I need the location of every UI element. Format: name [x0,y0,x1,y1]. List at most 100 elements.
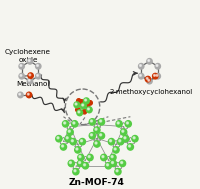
Circle shape [27,59,32,64]
Circle shape [95,141,98,145]
Circle shape [109,140,111,142]
Circle shape [99,134,102,138]
Circle shape [99,134,101,136]
Circle shape [115,121,122,127]
Circle shape [29,74,31,76]
Circle shape [76,99,80,103]
Circle shape [90,120,92,122]
Circle shape [77,154,84,161]
Circle shape [36,74,38,76]
Circle shape [78,162,81,166]
Circle shape [79,156,81,158]
Circle shape [98,132,104,139]
Circle shape [26,92,32,98]
Circle shape [120,161,122,163]
Circle shape [146,59,151,64]
Circle shape [65,137,69,141]
Circle shape [73,122,74,124]
Text: 2-methoxycyclohexanol: 2-methoxycyclohexanol [109,89,192,95]
Circle shape [98,119,104,125]
Circle shape [71,121,77,127]
Circle shape [20,74,22,76]
Circle shape [79,100,83,104]
Circle shape [72,168,79,175]
Circle shape [75,103,77,105]
Circle shape [62,144,65,148]
Circle shape [76,148,78,150]
Circle shape [122,136,128,142]
Circle shape [68,160,74,167]
Circle shape [87,156,90,160]
Circle shape [70,139,76,145]
Circle shape [65,136,71,142]
Circle shape [116,170,117,172]
Circle shape [83,163,87,167]
Circle shape [114,168,120,175]
Circle shape [132,137,135,141]
Circle shape [74,170,76,172]
Circle shape [101,156,103,158]
Circle shape [80,156,83,160]
Circle shape [82,163,88,169]
Circle shape [114,147,117,151]
Circle shape [88,101,92,105]
Circle shape [114,148,116,150]
Circle shape [36,65,38,66]
Circle shape [123,137,125,139]
Circle shape [63,122,65,124]
Circle shape [82,110,86,114]
Circle shape [72,123,75,126]
Circle shape [61,145,63,147]
Text: Methanol: Methanol [17,81,50,87]
Circle shape [111,161,113,163]
Circle shape [102,156,106,160]
Circle shape [91,121,94,124]
Circle shape [106,164,108,166]
Circle shape [110,160,116,167]
Circle shape [80,140,82,142]
Circle shape [64,123,68,126]
Circle shape [75,108,79,112]
Text: Zn-MOF-74: Zn-MOF-74 [69,178,124,187]
Circle shape [60,144,66,150]
Circle shape [80,103,86,109]
Circle shape [99,121,102,124]
Circle shape [154,73,160,79]
Circle shape [127,144,133,150]
Circle shape [28,60,30,61]
Circle shape [147,60,149,61]
Circle shape [19,93,20,95]
Circle shape [68,129,71,133]
Circle shape [76,147,79,151]
Circle shape [85,104,89,108]
Circle shape [93,141,100,147]
Circle shape [81,104,83,106]
Circle shape [125,123,129,126]
Circle shape [35,73,41,79]
Circle shape [100,154,106,161]
Circle shape [120,162,123,166]
Circle shape [110,140,113,144]
Circle shape [19,64,24,69]
Circle shape [69,161,71,163]
Circle shape [90,134,92,136]
Circle shape [124,137,127,141]
Circle shape [62,121,68,127]
Circle shape [88,156,90,158]
Circle shape [74,169,77,173]
Circle shape [71,140,73,142]
Text: Cyclohexene
oxide: Cyclohexene oxide [5,50,51,63]
Circle shape [93,127,100,133]
Circle shape [118,140,120,142]
Circle shape [91,134,94,138]
Circle shape [87,108,89,110]
Circle shape [111,156,113,158]
Circle shape [106,163,109,167]
Circle shape [152,73,157,79]
Circle shape [83,98,89,104]
Polygon shape [76,101,89,113]
Circle shape [83,164,85,166]
Circle shape [108,139,114,145]
Circle shape [110,156,113,160]
Circle shape [95,142,97,144]
